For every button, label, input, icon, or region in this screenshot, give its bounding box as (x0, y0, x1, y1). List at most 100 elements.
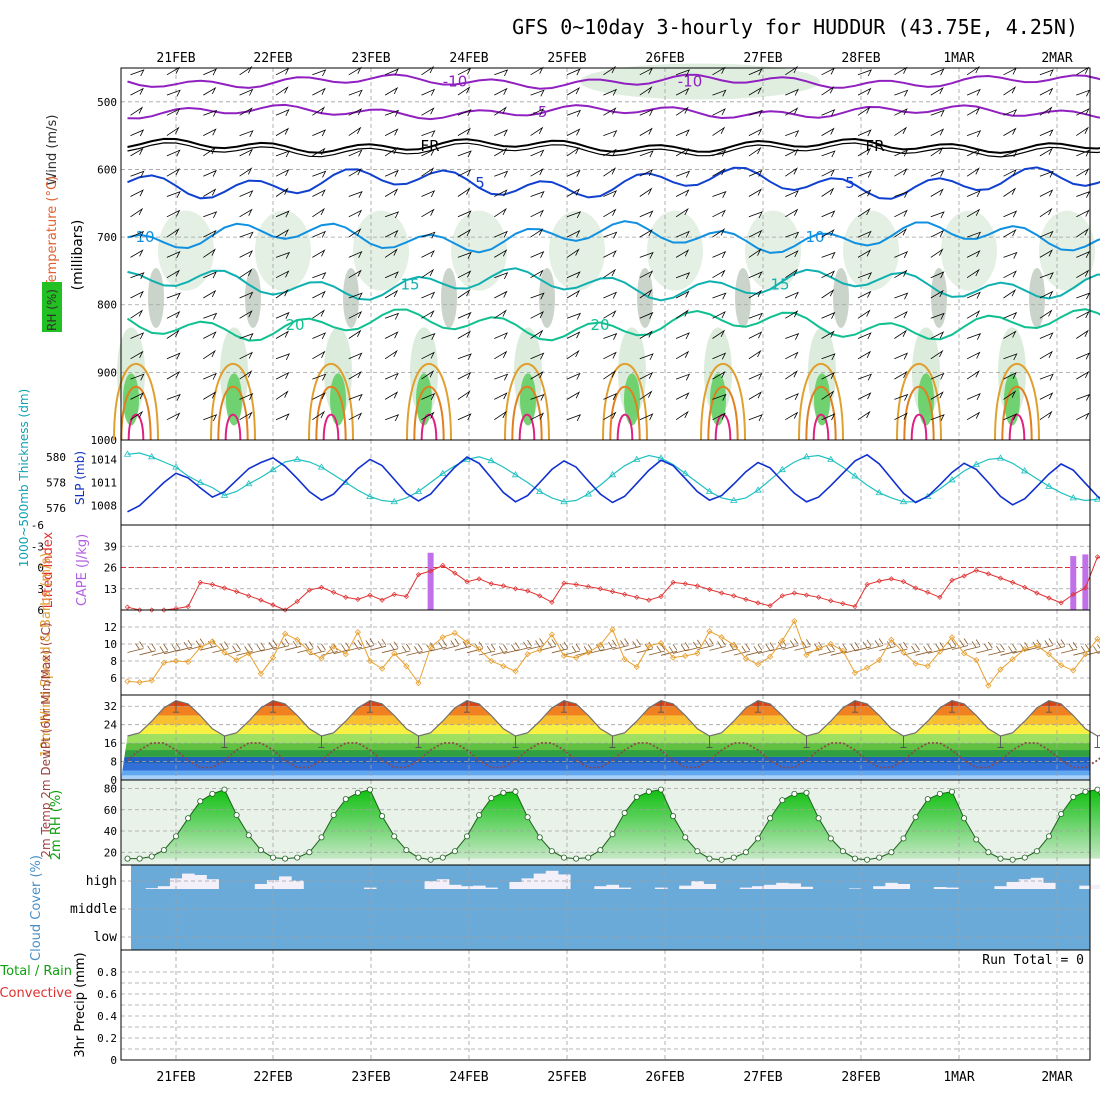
li-point-28 (464, 579, 470, 585)
upper-wind-barb-424 (966, 268, 980, 279)
upper-wind-barb-261 (639, 251, 654, 259)
wind-point-54 (779, 637, 786, 644)
li-point-77 (1058, 600, 1064, 606)
li-point-26 (440, 562, 446, 568)
wind-point-42 (633, 663, 640, 671)
upper-wind-barb-80 (275, 228, 290, 238)
upper-wind-barb-235 (603, 88, 618, 96)
upper-wind-barb-121 (348, 329, 362, 339)
upper-wind-barb-82 (275, 270, 290, 279)
rh-point-77 (1058, 811, 1065, 818)
li-point-0 (124, 604, 131, 610)
p1-rh-swatch (42, 282, 62, 332)
p5-ytick-4: 32 (104, 700, 117, 713)
upper-wind-barb-102 (312, 309, 326, 319)
upper-wind-barb-111 (348, 126, 362, 136)
cloud-gap-64 (897, 883, 911, 889)
wind-point-33 (524, 651, 531, 658)
wind-point-65 (912, 660, 919, 667)
upper-wind-barb-155 (421, 291, 436, 299)
wind-point-47 (694, 650, 701, 657)
upper-wind-barb-350 (821, 228, 835, 238)
upper-wind-barb-284 (675, 350, 690, 360)
upper-wind-barb-174 (457, 311, 472, 319)
upper-wind-barb-83 (275, 289, 289, 299)
upper-wind-barb-374 (857, 350, 872, 360)
upper-wind-barb-22 (166, 149, 181, 157)
upper-wind-barb-93 (312, 129, 327, 137)
surface-barb-67 (939, 639, 957, 652)
upper-wind-barb-208 (530, 269, 544, 279)
upper-wind-barb-153 (421, 250, 435, 258)
upper-wind-barb-236 (603, 107, 617, 116)
upper-wind-barb-463 (1039, 332, 1054, 340)
thickness-point-48 (705, 487, 714, 494)
upper-wind-barb-302 (712, 352, 727, 360)
upper-wind-barb-413 (930, 414, 945, 422)
thickness-point-60 (851, 472, 859, 479)
p4-ytick-0: 6 (110, 672, 117, 685)
upper-wind-barb-189 (494, 249, 508, 258)
wind-point-53 (767, 653, 774, 660)
upper-wind-barb-212 (530, 352, 545, 360)
upper-wind-barb-356 (821, 353, 836, 361)
p1-mb-label: (millibars) (70, 220, 86, 291)
surface-barb-31 (503, 642, 520, 654)
rh-point-70 (973, 836, 980, 843)
upper-wind-barb-279 (675, 249, 690, 258)
upper-wind-barb-100 (312, 272, 327, 280)
temp-range-40 (609, 735, 616, 748)
upper-wind-barb-241 (603, 208, 617, 218)
upper-wind-barb-408 (930, 312, 945, 320)
upper-wind-barb-65 (239, 291, 254, 299)
surface-barb-45 (673, 642, 690, 654)
upper-wind-barb-303 (712, 370, 726, 380)
wind-point-67 (936, 648, 943, 655)
li-point-20 (367, 592, 373, 598)
upper-wind-barb-16 (130, 392, 144, 400)
cloud-gap-28 (460, 886, 474, 889)
wind-point-15 (306, 648, 313, 655)
rh-point-49 (718, 856, 725, 863)
rh-point-46 (682, 834, 689, 841)
wind-point-1 (136, 679, 143, 686)
upper-wind-barb-229 (566, 331, 581, 339)
li-point-40 (609, 588, 616, 595)
cloud-gap-47 (691, 881, 704, 889)
upper-wind-barb-88 (275, 390, 289, 400)
upper-wind-barb-308 (748, 109, 763, 117)
rh-point-64 (900, 835, 907, 842)
upper-wind-barb-341 (785, 411, 799, 421)
thickness-point-16 (317, 463, 326, 470)
upper-wind-barb-81 (275, 251, 291, 259)
upper-wind-barb-419 (966, 167, 980, 177)
upper-wind-barb-399 (930, 128, 945, 136)
temp-contour-label-6: 20 (285, 316, 304, 334)
upper-wind-barb-19 (166, 89, 181, 97)
upper-wind-barb-370 (857, 272, 873, 280)
upper-wind-barb-483 (1076, 370, 1090, 380)
wind-point-62 (876, 657, 883, 664)
upper-wind-barb-15 (130, 373, 145, 381)
bl-outer-9 (994, 362, 1040, 441)
surface-barb-36 (563, 643, 581, 656)
bottom-date-4: 25FEB (547, 1070, 586, 1085)
thickness-point-40 (608, 471, 617, 478)
bl-mid-9 (1001, 385, 1033, 441)
upper-wind-barb-312 (748, 188, 762, 197)
upper-wind-barb-334 (785, 268, 798, 279)
wind-point-28 (463, 639, 471, 646)
upper-wind-barb-127 (384, 86, 399, 96)
thickness-point-64 (899, 497, 908, 505)
upper-wind-barb-173 (457, 289, 471, 299)
upper-wind-barb-404 (930, 229, 945, 238)
upper-wind-barb-122 (348, 352, 363, 360)
temp-range-56 (803, 735, 810, 748)
bl-mid-2 (315, 385, 347, 441)
p1-ytick-1: 600 (97, 163, 117, 176)
upper-wind-barb-107 (312, 410, 326, 421)
upper-wind-barb-436 (1003, 150, 1018, 158)
upper-wind-barb-293 (712, 168, 726, 177)
wind-point-24 (415, 679, 422, 687)
upper-wind-barb-372 (857, 309, 871, 319)
